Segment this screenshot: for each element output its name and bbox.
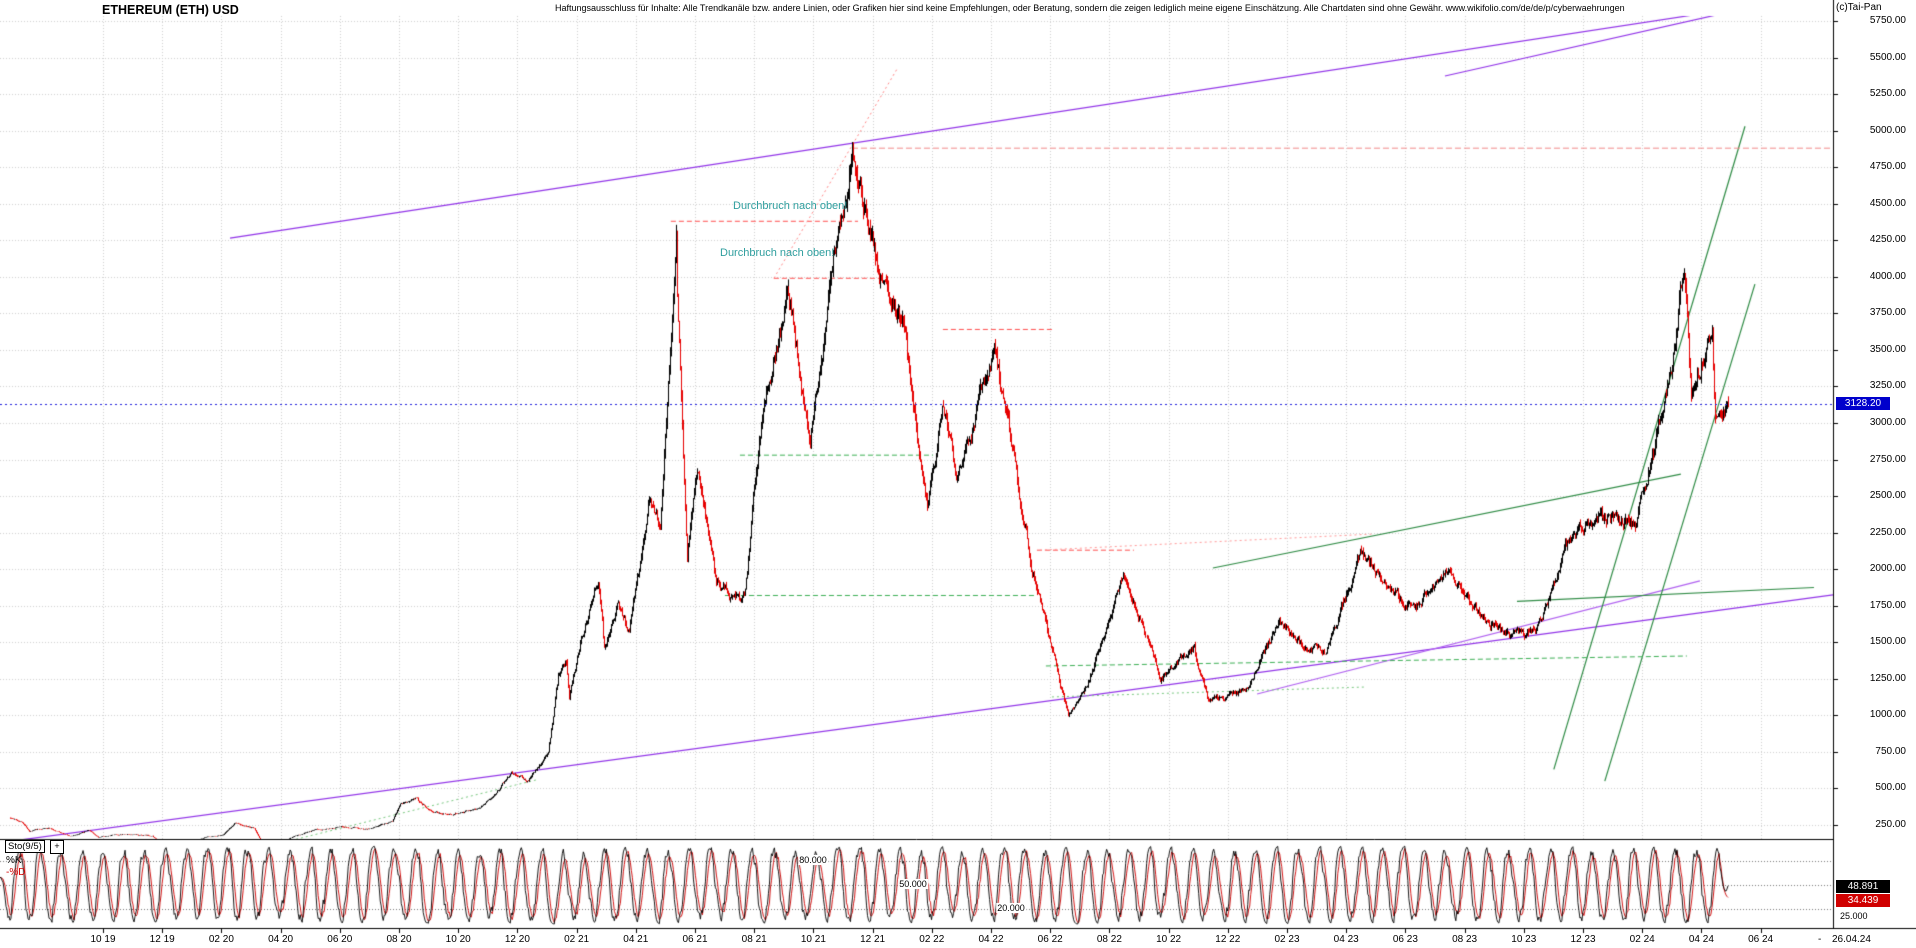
price-axis-label: 2000.00	[1869, 563, 1906, 575]
time-axis-label: 12 23	[1570, 934, 1596, 945]
current-price-badge: 3128.20	[1836, 397, 1890, 410]
time-axis-label: 02 21	[564, 934, 590, 945]
stochastic-d-value-badge: 34.439	[1836, 894, 1890, 907]
time-axis-label: 10 20	[445, 934, 471, 945]
price-axis-label: 4500.00	[1869, 197, 1906, 209]
time-axis-label: 08 20	[386, 934, 412, 945]
time-axis-label: 06 21	[682, 934, 708, 945]
time-axis-label: 10 19	[90, 934, 116, 945]
time-axis-label: 10 22	[1156, 934, 1182, 945]
time-axis-label: 12 22	[1215, 934, 1241, 945]
time-axis-label: 06 22	[1037, 934, 1063, 945]
disclaimer-text: Haftungsausschluss für Inhalte: Alle Tre…	[555, 3, 1625, 13]
price-axis-label: 2250.00	[1869, 526, 1906, 538]
time-axis-label: 12 21	[860, 934, 886, 945]
price-axis-label: 1500.00	[1869, 636, 1906, 648]
breakout-annotation-2: Durchbruch nach oben!	[720, 247, 835, 259]
time-axis-label: 04 22	[978, 934, 1004, 945]
time-axis-label: 12 19	[149, 934, 175, 945]
stochastic-k-value-badge: 48.891	[1836, 880, 1890, 893]
stochastic-extra-level-label: 25.000	[1840, 911, 1868, 921]
price-axis-label: 1250.00	[1869, 672, 1906, 684]
price-axis-label: 3000.00	[1869, 417, 1906, 428]
price-axis-label: 4250.00	[1869, 234, 1906, 246]
price-axis-label: 5500.00	[1869, 51, 1906, 63]
time-axis-label: 10 23	[1511, 934, 1537, 945]
price-axis-label: 3500.00	[1869, 343, 1906, 355]
price-axis-label: 1000.00	[1869, 709, 1906, 721]
time-axis-label: 02 24	[1629, 934, 1655, 945]
time-axis-label: 06 23	[1392, 934, 1418, 945]
time-axis-dash: -	[1818, 934, 1822, 945]
time-axis-label: 08 22	[1096, 934, 1122, 945]
time-axis-label: 12 20	[504, 934, 530, 945]
price-axis-label: 3250.00	[1869, 380, 1906, 392]
stochastic-k-legend: %K	[6, 855, 22, 866]
sto-level-label: 80.000	[798, 855, 828, 865]
time-axis-label: 02 20	[208, 934, 234, 945]
sto-level-label: 20.000	[996, 903, 1026, 913]
price-axis-label: 750.00	[1875, 745, 1906, 757]
price-axis-label: 5250.00	[1869, 88, 1906, 100]
stochastic-d-legend: -%D	[6, 867, 26, 878]
price-axis-label: 5750.00	[1869, 15, 1906, 26]
chart-title: ETHEREUM (ETH) USD	[102, 3, 239, 17]
time-axis-label: 04 23	[1333, 934, 1359, 945]
price-axis-label: 3750.00	[1869, 307, 1906, 319]
breakout-annotation-1: Durchbruch nach oben!	[733, 200, 848, 212]
last-date-label: 26.04.24	[1832, 934, 1871, 945]
time-axis-label: 02 22	[919, 934, 945, 945]
price-axis-label: 5000.00	[1869, 124, 1906, 136]
stochastic-indicator-label[interactable]: Sto(9/5)	[5, 840, 45, 853]
time-axis-label: 02 23	[1274, 934, 1300, 945]
time-axis-label: 08 23	[1452, 934, 1478, 945]
price-axis-label: 1750.00	[1869, 599, 1906, 611]
sto-level-label: 50.000	[898, 879, 928, 889]
time-axis-label: 06 24	[1748, 934, 1774, 945]
price-axis-label: 4750.00	[1869, 161, 1906, 173]
price-axis-label: 2750.00	[1869, 453, 1906, 465]
time-axis-label: 10 21	[800, 934, 826, 945]
time-axis-label: 04 24	[1688, 934, 1714, 945]
time-axis-label: 04 21	[623, 934, 649, 945]
price-axis-label: 250.00	[1875, 819, 1906, 830]
copyright-label: (c)Tai-Pan	[1836, 2, 1882, 13]
price-axis-label: 2500.00	[1869, 490, 1906, 502]
price-axis-label: 500.00	[1875, 782, 1906, 794]
time-axis-label: 08 21	[741, 934, 767, 945]
time-axis-label: 04 20	[268, 934, 294, 945]
price-axis-label: 4000.00	[1869, 270, 1906, 282]
time-axis-label: 06 20	[327, 934, 353, 945]
stochastic-expand-button[interactable]: +	[50, 840, 64, 854]
